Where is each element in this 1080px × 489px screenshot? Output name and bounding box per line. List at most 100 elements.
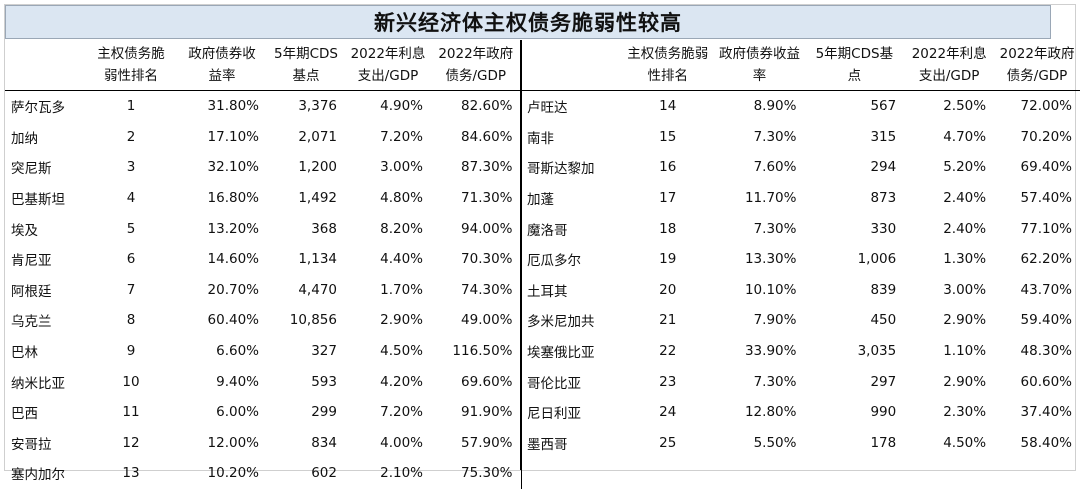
value-cell: 25 bbox=[659, 434, 677, 451]
column-header bbox=[521, 40, 621, 91]
value-cell: 4,470 bbox=[298, 281, 337, 298]
value-cell: 11.70% bbox=[744, 190, 797, 207]
value-cell: 3.00% bbox=[943, 281, 987, 298]
value-cell: 6.60% bbox=[216, 343, 259, 360]
value-cell: 33.90% bbox=[744, 343, 797, 360]
table-row: 哥伦比亚 23 7.30% 297 2.90% 60.60% bbox=[521, 366, 1080, 397]
table-row: 巴林 9 6.60% 327 4.50% 116.50% bbox=[5, 336, 521, 367]
value-cell: 330 bbox=[870, 220, 897, 237]
value-cell: 7.30% bbox=[753, 220, 797, 237]
value-cell: 3,035 bbox=[857, 343, 897, 360]
column-header-line: 弱性排名 bbox=[104, 68, 158, 84]
value-cell: 2.90% bbox=[943, 312, 987, 329]
column-header: 主权债务脆弱性排名 bbox=[85, 40, 177, 91]
table-row: 加蓬 17 11.70% 873 2.40% 57.40% bbox=[521, 183, 1080, 214]
table-row: 突尼斯 3 32.10% 1,200 3.00% 87.30% bbox=[5, 152, 521, 183]
column-header-line: 益率 bbox=[208, 68, 236, 84]
country-cell: 哥伦比亚 bbox=[527, 375, 581, 392]
value-cell: 12.80% bbox=[744, 404, 797, 421]
value-cell: 31.80% bbox=[207, 98, 259, 115]
country-cell: 多米尼加共 bbox=[527, 314, 595, 331]
value-cell: 9.40% bbox=[216, 373, 259, 390]
value-cell: 450 bbox=[870, 312, 897, 329]
column-header-line: 2022年政府 bbox=[999, 46, 1075, 62]
table-row: 阿根廷 7 20.70% 4,470 1.70% 74.30% bbox=[5, 275, 521, 306]
country-cell: 肯尼亚 bbox=[11, 253, 52, 270]
value-cell: 2.50% bbox=[943, 98, 987, 115]
column-header-line: 点 bbox=[847, 68, 862, 84]
country-cell: 乌克兰 bbox=[11, 314, 52, 331]
value-cell: 70.30% bbox=[461, 251, 513, 268]
value-cell: 20 bbox=[659, 281, 677, 298]
table-row: 多米尼加共 21 7.90% 450 2.90% 59.40% bbox=[521, 305, 1080, 336]
value-cell: 48.30% bbox=[1020, 343, 1072, 360]
value-cell: 10,856 bbox=[289, 312, 337, 329]
value-cell: 13.30% bbox=[744, 251, 797, 268]
value-cell: 1,492 bbox=[298, 190, 337, 207]
left-header-row: 主权债务脆 弱性排名 政府债券收 益率 5年期CDS 基点 2022年利息 支出/GDP 202… bbox=[5, 40, 521, 91]
column-header: 2022年政府 债务/GDP bbox=[431, 40, 521, 91]
value-cell: 13 bbox=[122, 465, 140, 482]
value-cell: 22 bbox=[659, 343, 677, 360]
table-row: 安哥拉 12 12.00% 834 4.00% 57.90% bbox=[5, 428, 521, 459]
value-cell: 2.90% bbox=[380, 312, 423, 329]
value-cell: 7.30% bbox=[753, 128, 797, 145]
value-cell: 2.40% bbox=[943, 190, 987, 207]
column-header-line: 支出/GDP bbox=[918, 68, 980, 84]
table-row: 哥斯达黎加 16 7.60% 294 5.20% 69.40% bbox=[521, 152, 1080, 183]
value-cell: 2.10% bbox=[380, 465, 423, 482]
table-row: 魔洛哥 18 7.30% 330 2.40% 77.10% bbox=[521, 213, 1080, 244]
column-header: 主权债务脆弱性排名 bbox=[620, 40, 715, 91]
country-cell: 突尼斯 bbox=[11, 161, 52, 178]
column-header-line: 基点 bbox=[292, 68, 320, 84]
value-cell: 1.10% bbox=[943, 343, 987, 360]
value-cell: 91.90% bbox=[461, 404, 513, 421]
country-cell: 尼日利亚 bbox=[527, 406, 581, 423]
value-cell: 3 bbox=[126, 159, 136, 176]
value-cell: 71.30% bbox=[461, 190, 513, 207]
value-cell: 18 bbox=[659, 220, 677, 237]
value-cell: 4.00% bbox=[380, 434, 423, 451]
column-header-line: 率 bbox=[752, 68, 767, 84]
value-cell: 2.30% bbox=[943, 404, 987, 421]
country-cell: 塞内加尔 bbox=[11, 467, 65, 484]
value-cell: 294 bbox=[870, 159, 897, 176]
table-row: 卢旺达 14 8.90% 567 2.50% 72.00% bbox=[521, 91, 1080, 122]
value-cell: 7.20% bbox=[380, 128, 423, 145]
value-cell: 4.90% bbox=[380, 98, 423, 115]
value-cell: 7.60% bbox=[753, 159, 797, 176]
value-cell: 84.60% bbox=[461, 128, 513, 145]
column-header-line: 主权债务脆 bbox=[97, 46, 165, 62]
value-cell: 21 bbox=[659, 312, 677, 329]
value-cell: 1,006 bbox=[857, 251, 897, 268]
value-cell: 60.40% bbox=[207, 312, 259, 329]
value-cell: 327 bbox=[311, 343, 337, 360]
value-cell: 1.30% bbox=[943, 251, 987, 268]
table-row: 乌克兰 8 60.40% 10,856 2.90% 49.00% bbox=[5, 305, 521, 336]
value-cell: 43.70% bbox=[1020, 281, 1072, 298]
value-cell: 60.60% bbox=[1020, 373, 1072, 390]
value-cell: 72.00% bbox=[1020, 98, 1072, 115]
right-table: 主权债务脆弱 性排名 政府债券收益率 5年期CDS基点 2022年利息 支出/GDP 202… bbox=[521, 40, 1080, 458]
value-cell: 4.40% bbox=[380, 251, 423, 268]
value-cell: 49.00% bbox=[461, 312, 513, 329]
value-cell: 1,200 bbox=[298, 159, 337, 176]
column-header-line: 政府债券收益 bbox=[719, 46, 801, 62]
table-row: 萨尔瓦多 1 31.80% 3,376 4.90% 82.60% bbox=[5, 91, 521, 122]
value-cell: 4 bbox=[126, 190, 136, 207]
value-cell: 567 bbox=[870, 98, 897, 115]
value-cell: 873 bbox=[870, 190, 897, 207]
table-row: 塞内加尔 13 10.20% 602 2.10% 75.30% bbox=[5, 458, 521, 489]
country-cell: 安哥拉 bbox=[11, 436, 52, 453]
value-cell: 16.80% bbox=[207, 190, 259, 207]
value-cell: 297 bbox=[870, 373, 897, 390]
column-header-line: 债务/GDP bbox=[445, 68, 507, 84]
table-row: 墨西哥 25 5.50% 178 4.50% 58.40% bbox=[521, 428, 1080, 459]
country-cell: 加蓬 bbox=[527, 192, 554, 209]
value-cell: 602 bbox=[311, 465, 337, 482]
value-cell: 12 bbox=[122, 434, 140, 451]
country-cell: 南非 bbox=[527, 130, 554, 147]
value-cell: 12.00% bbox=[207, 434, 259, 451]
country-cell: 卢旺达 bbox=[527, 100, 568, 117]
table-row: 巴西 11 6.00% 299 7.20% 91.90% bbox=[5, 397, 521, 428]
